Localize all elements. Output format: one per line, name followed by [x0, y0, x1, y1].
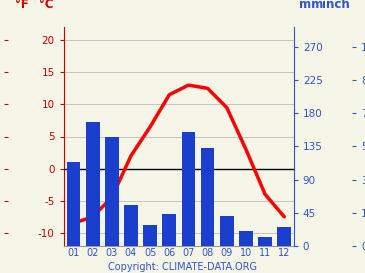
Bar — [162, 214, 176, 246]
Bar — [258, 237, 272, 246]
Text: mm: mm — [299, 0, 323, 11]
Bar — [277, 227, 291, 246]
Bar — [239, 231, 253, 246]
Bar — [86, 122, 100, 246]
Bar — [181, 132, 195, 246]
Bar — [201, 148, 215, 246]
Bar — [105, 137, 119, 246]
Text: inch: inch — [322, 0, 350, 11]
Bar — [220, 216, 234, 246]
Bar — [143, 225, 157, 246]
Bar — [124, 204, 138, 246]
Text: °C: °C — [39, 0, 54, 11]
Bar — [66, 162, 80, 246]
Text: °F: °F — [15, 0, 29, 11]
Text: Copyright: CLIMATE-DATA.ORG: Copyright: CLIMATE-DATA.ORG — [108, 262, 257, 272]
